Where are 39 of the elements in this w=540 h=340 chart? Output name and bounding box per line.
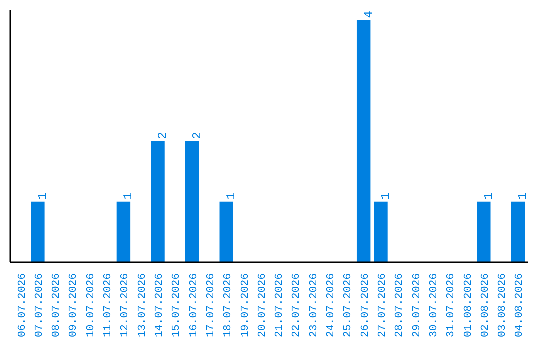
x-tick-label: 03.08.2026 <box>497 273 510 338</box>
x-tick-label: 31.07.2026 <box>446 273 458 338</box>
data-label: 1 <box>224 192 239 200</box>
x-tick-label: 27.07.2026 <box>376 273 389 338</box>
x-tick-label: 10.07.2026 <box>85 273 98 338</box>
x-tick-label: 15.07.2026 <box>171 273 184 338</box>
data-label: 1 <box>122 192 136 200</box>
x-tick-label: 20.07.2026 <box>256 273 269 338</box>
data-label: 1 <box>482 192 496 200</box>
x-tick-label: 29.07.2026 <box>411 273 424 338</box>
x-tick-label: 23.07.2026 <box>308 273 320 338</box>
x-tick-label: 01.08.2026 <box>462 273 475 338</box>
x-tick-label: 07.07.2026 <box>34 273 46 338</box>
x-tick-label: 16.07.2026 <box>188 273 200 338</box>
x-tick-label: 02.08.2026 <box>480 273 492 338</box>
x-tick-label: 28.07.2026 <box>394 273 406 338</box>
x-tick-label: 14.07.2026 <box>154 273 166 338</box>
data-label: 1 <box>378 192 393 200</box>
x-tick-label: 04.08.2026 <box>514 273 526 338</box>
x-tick-label: 06.07.2026 <box>16 273 29 338</box>
data-label: 2 <box>156 132 170 140</box>
x-tick-label: 13.07.2026 <box>136 273 149 338</box>
x-tick-label: 09.07.2026 <box>68 273 80 338</box>
x-tick-label: 11.07.2026 <box>102 273 115 338</box>
data-label: 1 <box>36 192 50 200</box>
x-tick-label: 24.07.2026 <box>326 273 338 338</box>
x-tick-label: 22.07.2026 <box>291 273 304 338</box>
x-tick-label: 25.07.2026 <box>342 273 355 338</box>
x-tick-label: 26.07.2026 <box>360 273 372 338</box>
data-label: 1 <box>516 192 530 200</box>
x-tick-label: 30.07.2026 <box>428 273 440 338</box>
data-label: 2 <box>190 132 204 140</box>
x-tick-label: 21.07.2026 <box>274 273 286 338</box>
x-tick-label: 08.07.2026 <box>51 273 64 338</box>
x-tick-label: 17.07.2026 <box>205 273 218 338</box>
x-tick-label: 19.07.2026 <box>240 273 252 338</box>
data-label: 4 <box>362 10 376 18</box>
x-tick-label: 12.07.2026 <box>120 273 132 338</box>
x-tick-label: 18.07.2026 <box>222 273 235 338</box>
